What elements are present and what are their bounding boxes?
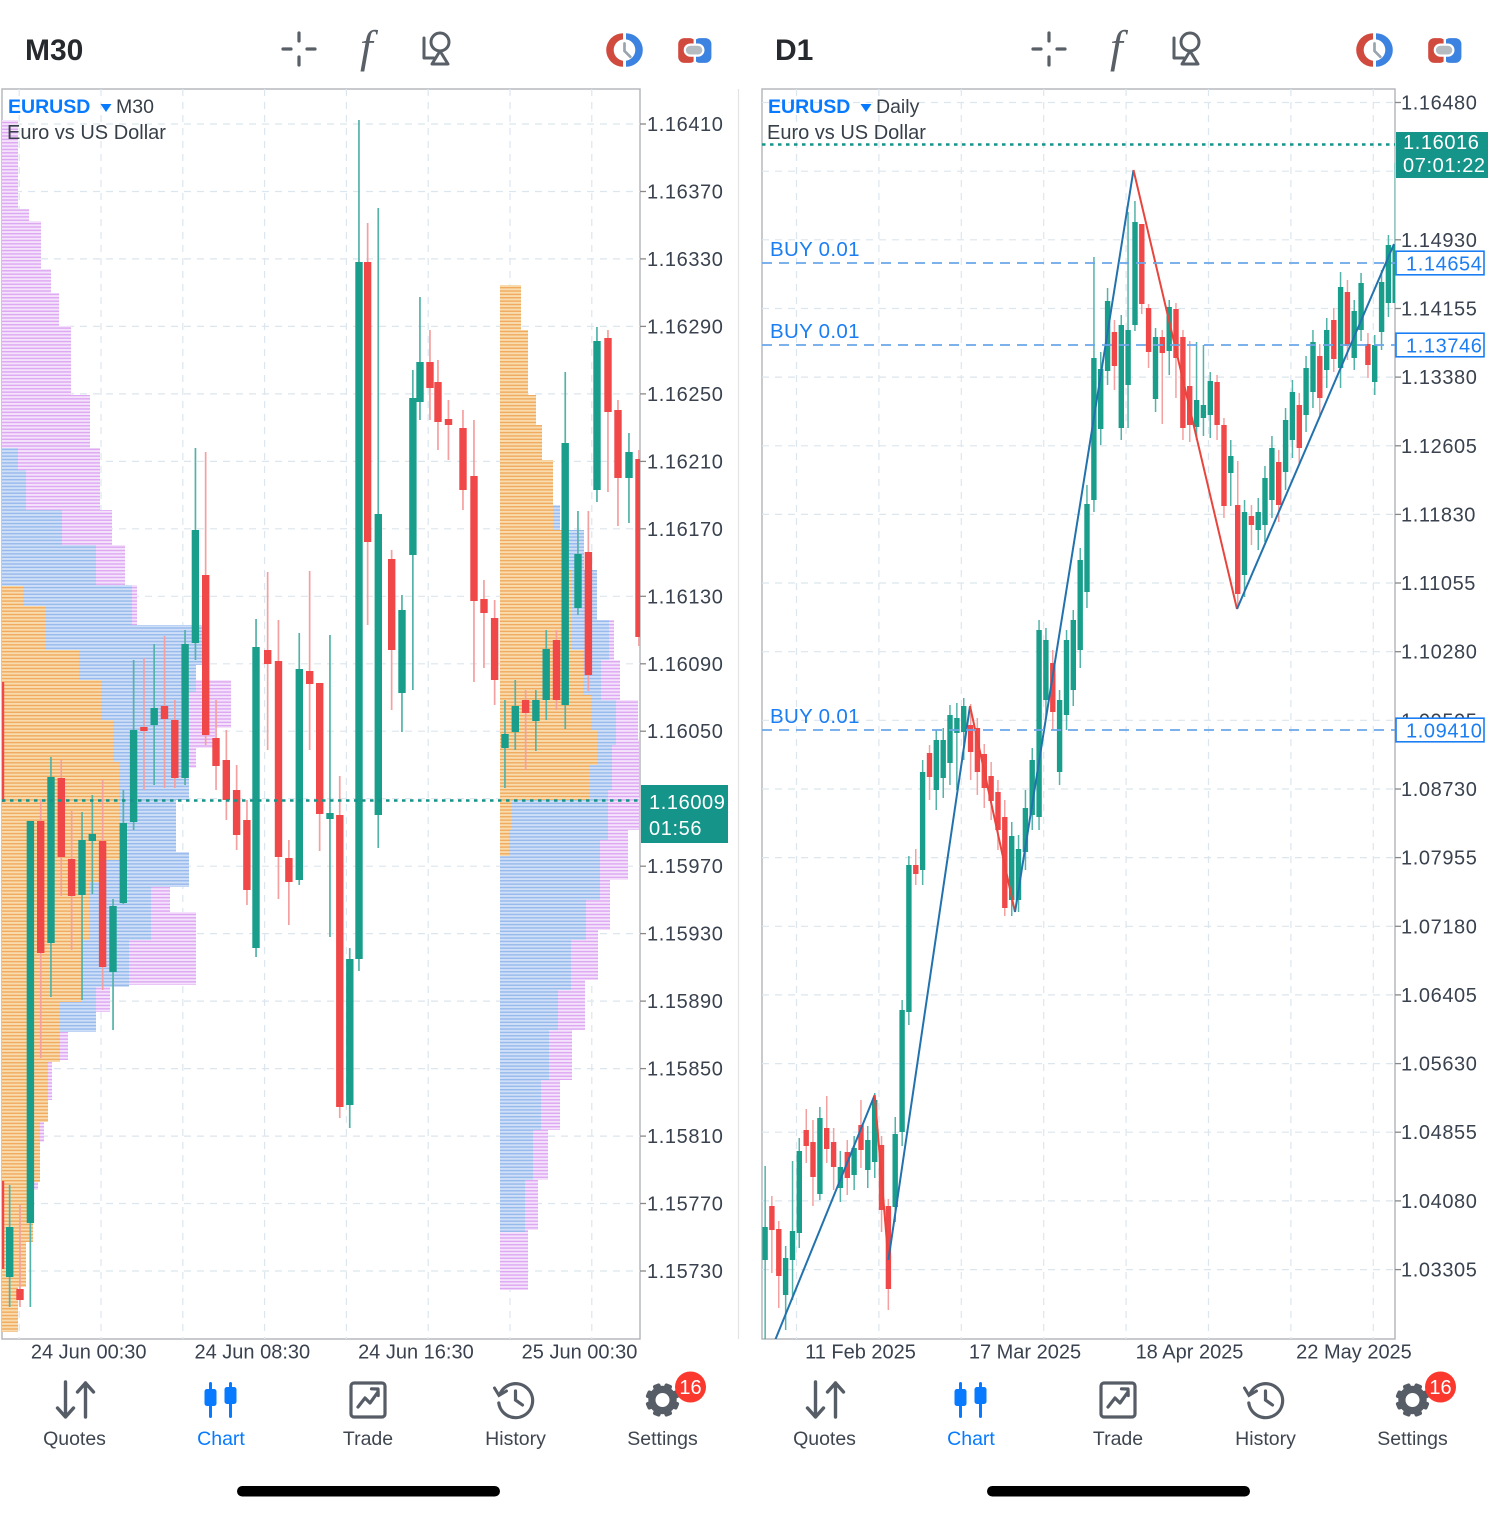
svg-text:EURUSD: EURUSD <box>8 96 90 118</box>
svg-text:22 May 2025: 22 May 2025 <box>1296 1342 1412 1364</box>
svg-text:Daily: Daily <box>876 96 920 118</box>
svg-text:1.15730: 1.15730 <box>647 1261 724 1283</box>
svg-text:1.16410: 1.16410 <box>647 114 724 136</box>
svg-text:1.13380: 1.13380 <box>1401 367 1478 389</box>
svg-text:1.14155: 1.14155 <box>1401 299 1478 321</box>
svg-text:1.05630: 1.05630 <box>1401 1054 1478 1076</box>
svg-text:1.15810: 1.15810 <box>647 1126 724 1148</box>
svg-text:07:01:22: 07:01:22 <box>1403 155 1486 177</box>
svg-text:1.14930: 1.14930 <box>1401 230 1478 252</box>
svg-text:1.15890: 1.15890 <box>647 991 724 1013</box>
svg-text:18 Apr 2025: 18 Apr 2025 <box>1136 1342 1244 1364</box>
svg-text:24 Jun 00:30: 24 Jun 00:30 <box>31 1342 147 1364</box>
svg-text:1.04855: 1.04855 <box>1401 1122 1478 1144</box>
svg-text:1.11055: 1.11055 <box>1401 573 1476 595</box>
svg-text:1.16250: 1.16250 <box>647 384 724 406</box>
svg-text:1.16009: 1.16009 <box>649 792 726 814</box>
svg-text:1.11830: 1.11830 <box>1401 504 1476 526</box>
svg-text:Chart: Chart <box>197 1428 245 1450</box>
svg-text:1.16480: 1.16480 <box>1401 93 1478 115</box>
svg-text:1.07955: 1.07955 <box>1401 848 1478 870</box>
svg-text:1.16090: 1.16090 <box>647 654 724 676</box>
svg-text:1.07180: 1.07180 <box>1401 916 1478 938</box>
svg-text:1.14654: 1.14654 <box>1406 254 1483 276</box>
svg-text:24 Jun 16:30: 24 Jun 16:30 <box>358 1342 474 1364</box>
svg-text:1.15850: 1.15850 <box>647 1059 724 1081</box>
svg-text:M30: M30 <box>25 34 83 67</box>
svg-text:1.09410: 1.09410 <box>1406 721 1483 743</box>
svg-text:BUY 0.01: BUY 0.01 <box>770 705 860 728</box>
svg-text:1.04080: 1.04080 <box>1401 1191 1478 1213</box>
svg-text:History: History <box>1235 1428 1296 1450</box>
svg-text:1.10280: 1.10280 <box>1401 642 1478 664</box>
svg-text:1.13746: 1.13746 <box>1406 336 1483 358</box>
svg-text:Chart: Chart <box>947 1428 995 1450</box>
svg-text:1.16050: 1.16050 <box>647 721 724 743</box>
svg-text:EURUSD: EURUSD <box>768 96 850 118</box>
svg-text:Trade: Trade <box>343 1428 393 1450</box>
svg-text:Euro vs US Dollar: Euro vs US Dollar <box>7 122 166 144</box>
svg-text:11 Feb 2025: 11 Feb 2025 <box>805 1342 916 1364</box>
svg-text:Trade: Trade <box>1093 1428 1143 1450</box>
svg-text:1.06405: 1.06405 <box>1401 985 1478 1007</box>
svg-text:Euro vs US Dollar: Euro vs US Dollar <box>767 122 926 144</box>
svg-text:1.16170: 1.16170 <box>647 519 724 541</box>
svg-text:Settings: Settings <box>1377 1428 1448 1450</box>
svg-text:16: 16 <box>679 1377 701 1399</box>
svg-text:BUY 0.01: BUY 0.01 <box>770 320 860 343</box>
svg-text:Quotes: Quotes <box>43 1428 106 1450</box>
svg-text:1.15970: 1.15970 <box>647 856 724 878</box>
svg-text:Quotes: Quotes <box>793 1428 856 1450</box>
svg-text:1.15930: 1.15930 <box>647 924 724 946</box>
svg-text:1.16016: 1.16016 <box>1403 132 1480 154</box>
svg-text:01:56: 01:56 <box>649 818 702 840</box>
svg-text:1.08730: 1.08730 <box>1401 779 1478 801</box>
svg-text:1.16370: 1.16370 <box>647 182 724 204</box>
svg-text:24 Jun 08:30: 24 Jun 08:30 <box>194 1342 310 1364</box>
svg-text:1.12605: 1.12605 <box>1401 436 1478 458</box>
svg-text:1.15770: 1.15770 <box>647 1194 724 1216</box>
svg-text:M30: M30 <box>116 96 154 118</box>
svg-text:1.16130: 1.16130 <box>647 586 724 608</box>
svg-text:17 Mar 2025: 17 Mar 2025 <box>969 1342 1081 1364</box>
svg-text:Settings: Settings <box>627 1428 698 1450</box>
svg-text:History: History <box>485 1428 546 1450</box>
svg-text:16: 16 <box>1429 1377 1451 1399</box>
svg-text:1.03305: 1.03305 <box>1401 1260 1478 1282</box>
svg-text:25 Jun 00:30: 25 Jun 00:30 <box>522 1342 638 1364</box>
svg-text:D1: D1 <box>775 34 813 67</box>
svg-text:BUY 0.01: BUY 0.01 <box>770 238 860 261</box>
svg-text:1.16330: 1.16330 <box>647 249 724 271</box>
svg-text:1.16290: 1.16290 <box>647 316 724 338</box>
svg-text:1.16210: 1.16210 <box>647 451 724 473</box>
